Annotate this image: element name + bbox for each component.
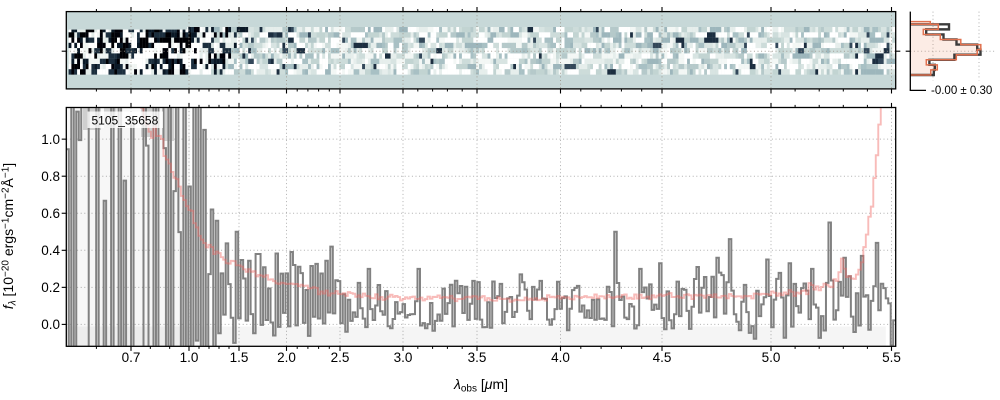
- svg-text:2.0: 2.0: [277, 350, 296, 365]
- svg-text:0.4: 0.4: [41, 243, 60, 258]
- svg-text:5.5: 5.5: [882, 350, 901, 365]
- svg-text:5105_35658: 5105_35658: [92, 114, 159, 128]
- svg-text:1.0: 1.0: [180, 350, 199, 365]
- svg-text:-0.00 ± 0.30: -0.00 ± 0.30: [931, 85, 992, 97]
- svg-text:0.6: 0.6: [41, 206, 60, 221]
- svg-text:4.5: 4.5: [653, 350, 672, 365]
- svg-text:1.5: 1.5: [230, 350, 249, 365]
- svg-text:0.8: 0.8: [41, 169, 60, 184]
- svg-text:λobs [μm]: λobs [μm]: [453, 376, 508, 395]
- svg-text:0.7: 0.7: [122, 350, 141, 365]
- svg-text:4.0: 4.0: [551, 350, 570, 365]
- svg-text:2.5: 2.5: [331, 350, 350, 365]
- svg-text:1.0: 1.0: [41, 132, 60, 147]
- svg-text:3.0: 3.0: [394, 350, 413, 365]
- svg-text:0.2: 0.2: [41, 280, 60, 295]
- svg-text:fλ [10−20 ergs−1cm−2Å−1]: fλ [10−20 ergs−1cm−2Å−1]: [0, 163, 19, 309]
- svg-text:0.0: 0.0: [41, 317, 60, 332]
- svg-text:3.5: 3.5: [468, 350, 487, 365]
- svg-text:5.0: 5.0: [762, 350, 781, 365]
